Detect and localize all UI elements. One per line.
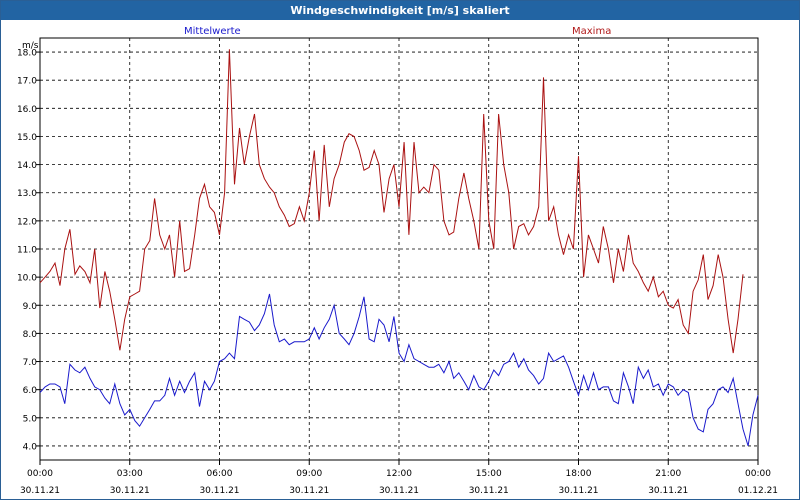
y-tick-label: 15.0 xyxy=(17,133,37,143)
y-tick-label: 4.0 xyxy=(23,442,38,452)
x-tick-date-label: 30.11.21 xyxy=(110,486,150,496)
x-tick-date-label: 30.11.21 xyxy=(199,486,239,496)
x-tick-date-label: 30.11.21 xyxy=(20,486,60,496)
y-tick-label: 14.0 xyxy=(17,161,37,171)
window-title: Windgeschwindigkeit [m/s] skaliert xyxy=(1,1,799,20)
x-tick-date-label: 01.12.21 xyxy=(738,486,778,496)
legend-maxima: Maxima xyxy=(572,26,612,37)
x-tick-time-label: 00:00 xyxy=(27,469,53,479)
y-tick-label: 16.0 xyxy=(17,105,37,115)
x-tick-date-label: 30.11.21 xyxy=(379,486,419,496)
legend-mittelwerte: Mittelwerte xyxy=(184,26,241,37)
x-tick-time-label: 03:00 xyxy=(117,469,143,479)
x-tick-date-label: 30.11.21 xyxy=(469,486,509,496)
x-tick-time-label: 18:00 xyxy=(566,469,592,479)
y-tick-label: 8.0 xyxy=(23,330,38,340)
x-tick-time-label: 00:00 xyxy=(745,469,771,479)
x-tick-time-label: 12:00 xyxy=(386,469,412,479)
x-tick-date-label: 30.11.21 xyxy=(289,486,329,496)
x-tick-time-label: 21:00 xyxy=(655,469,681,479)
y-tick-label: 6.0 xyxy=(23,386,38,396)
y-tick-label: 17.0 xyxy=(17,77,37,87)
y-tick-label: 5.0 xyxy=(23,414,38,424)
x-tick-time-label: 15:00 xyxy=(476,469,502,479)
y-tick-label: 11.0 xyxy=(17,246,37,256)
y-axis-unit-label: m/s xyxy=(22,41,39,51)
series-maxima-line xyxy=(39,49,744,354)
x-tick-date-label: 30.11.21 xyxy=(558,486,598,496)
x-tick-time-label: 09:00 xyxy=(296,469,322,479)
y-tick-label: 10.0 xyxy=(17,274,37,284)
y-tick-label: 7.0 xyxy=(23,358,38,368)
y-tick-label: 12.0 xyxy=(17,217,37,227)
y-tick-label: 9.0 xyxy=(23,302,38,312)
x-tick-time-label: 06:00 xyxy=(207,469,233,479)
y-tick-label: 18.0 xyxy=(17,49,37,59)
y-tick-label: 13.0 xyxy=(17,189,37,199)
x-tick-date-label: 30.11.21 xyxy=(648,486,688,496)
series-mittelwerte-line xyxy=(39,293,759,447)
